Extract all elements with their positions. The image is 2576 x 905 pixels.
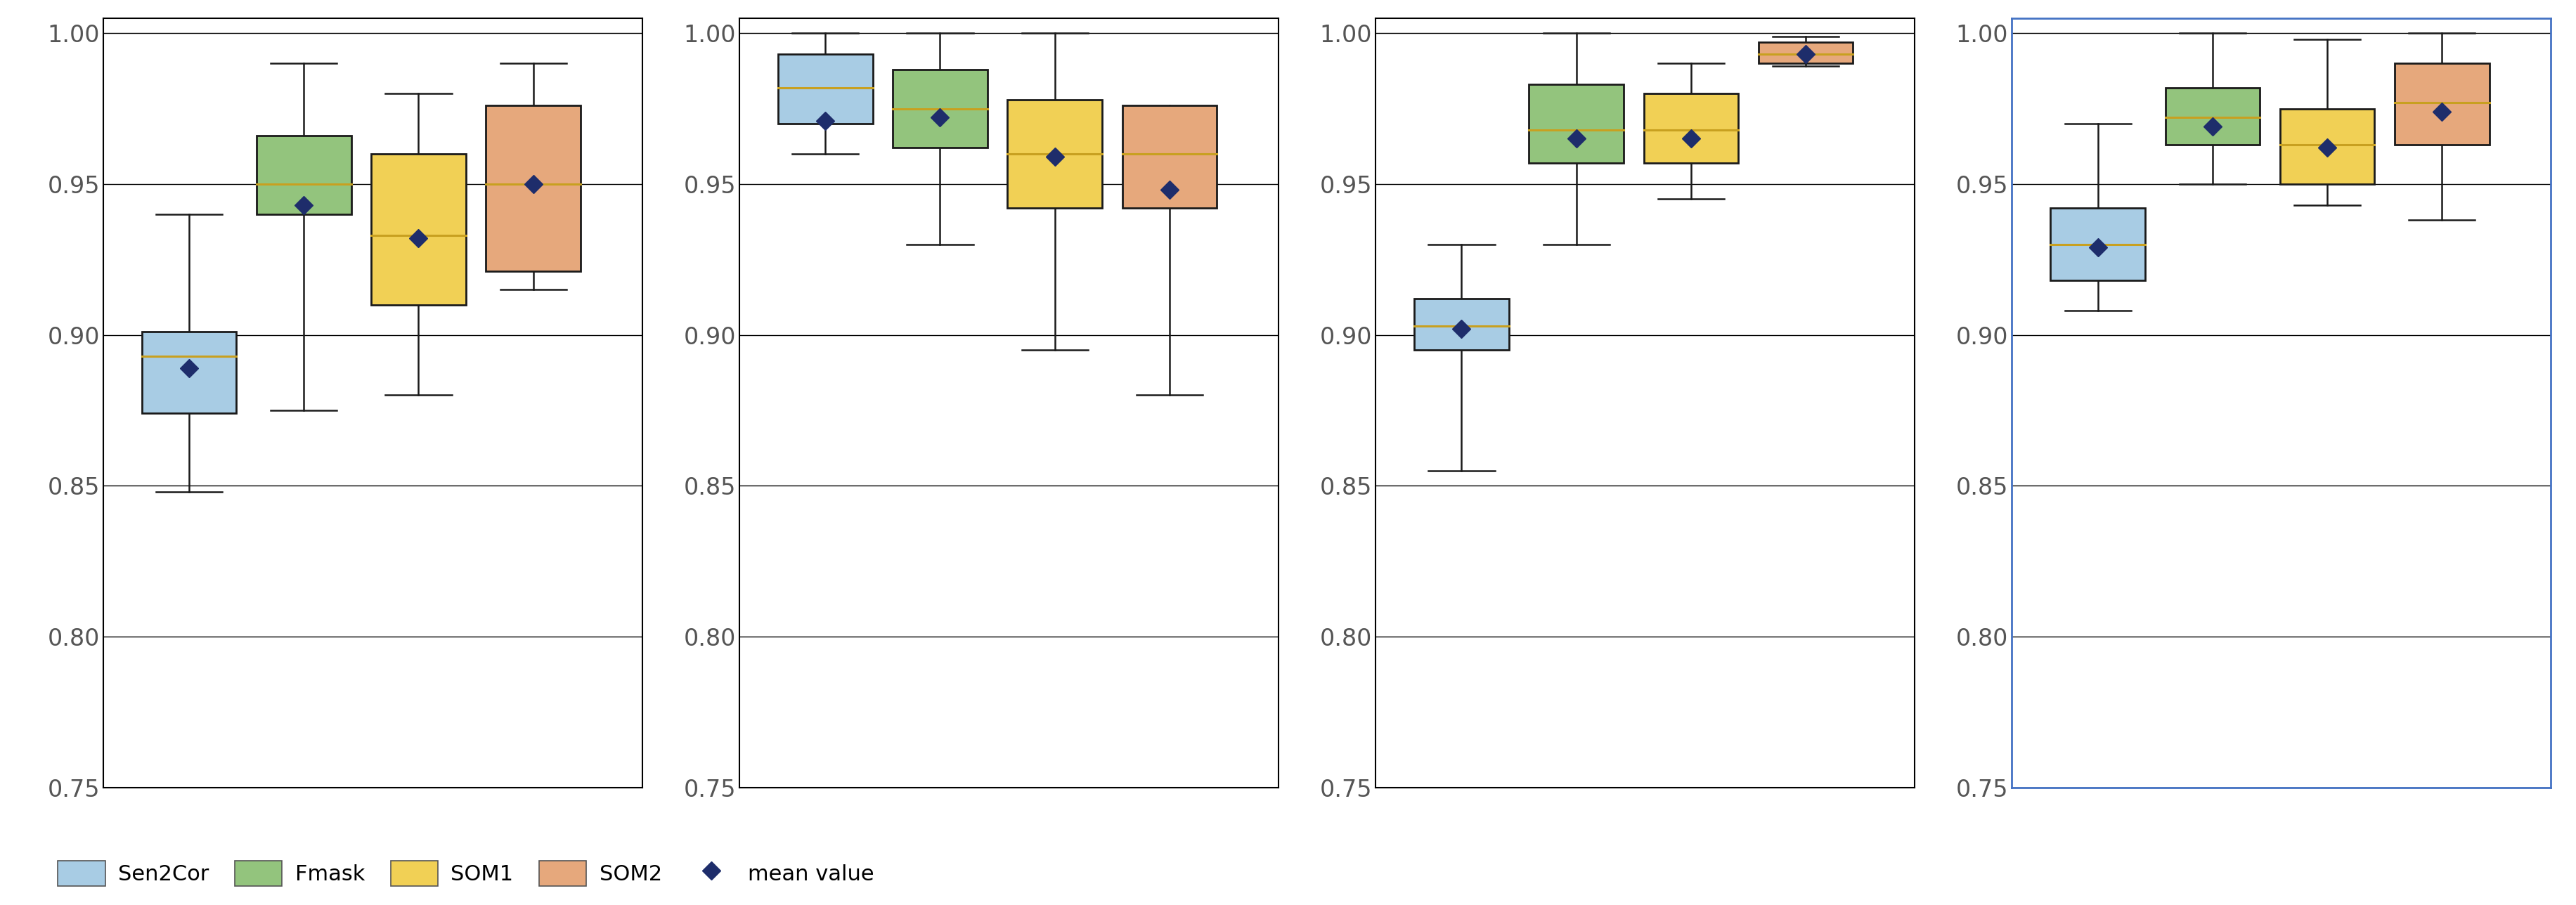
Bar bbox=[2280, 109, 2375, 184]
Bar bbox=[487, 106, 580, 272]
Bar bbox=[142, 332, 237, 414]
Bar bbox=[2393, 63, 2488, 145]
Bar bbox=[1757, 43, 1852, 63]
Bar bbox=[2164, 88, 2259, 145]
Bar bbox=[1643, 93, 1739, 163]
Bar bbox=[778, 54, 873, 124]
Bar bbox=[371, 154, 466, 305]
Bar bbox=[258, 136, 350, 214]
Bar bbox=[1123, 106, 1216, 208]
Bar bbox=[1007, 100, 1103, 208]
Bar bbox=[1414, 299, 1510, 350]
Bar bbox=[891, 70, 987, 148]
Legend: Sen2Cor, Fmask, SOM1, SOM2, mean value: Sen2Cor, Fmask, SOM1, SOM2, mean value bbox=[49, 853, 884, 894]
Bar bbox=[1528, 84, 1623, 163]
Bar bbox=[2050, 208, 2146, 281]
